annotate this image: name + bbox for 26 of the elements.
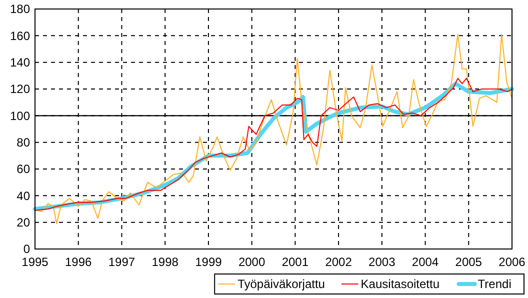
legend-label: Kausitasoitettu — [360, 277, 440, 292]
y-tick-label: 20 — [16, 216, 30, 230]
y-tick-label: 0 — [23, 242, 30, 256]
x-tick-label: 1999 — [195, 255, 222, 269]
y-tick-label: 120 — [10, 82, 30, 96]
x-tick-label: 2005 — [455, 255, 482, 269]
y-tick-label: 80 — [16, 136, 30, 150]
y-tick-label: 40 — [16, 188, 30, 203]
x-tick-label: 2002 — [325, 255, 352, 269]
legend-label: Trendi — [478, 277, 512, 292]
x-tick-label: 1996 — [65, 255, 92, 269]
x-tick-label: 2001 — [282, 255, 309, 269]
x-tick-label: 2003 — [368, 255, 396, 269]
y-tick-label: 60 — [16, 162, 30, 176]
y-tick-label: 160 — [10, 28, 30, 43]
y-tick-label: 140 — [10, 56, 30, 70]
x-tick-label: 2000 — [238, 255, 266, 269]
line-series — [34, 34, 512, 224]
x-tick-label: 2004 — [412, 255, 439, 269]
x-tick-label: 1997 — [108, 255, 136, 269]
legend-label: Työpäiväkorjattu — [238, 277, 325, 292]
y-tick-label: 180 — [10, 2, 30, 16]
x-tick-label: 2006 — [498, 255, 526, 269]
x-tick-label: 1998 — [152, 255, 179, 269]
x-tick-label: 1995 — [22, 255, 49, 269]
y-tick-label: 100 — [10, 108, 30, 123]
